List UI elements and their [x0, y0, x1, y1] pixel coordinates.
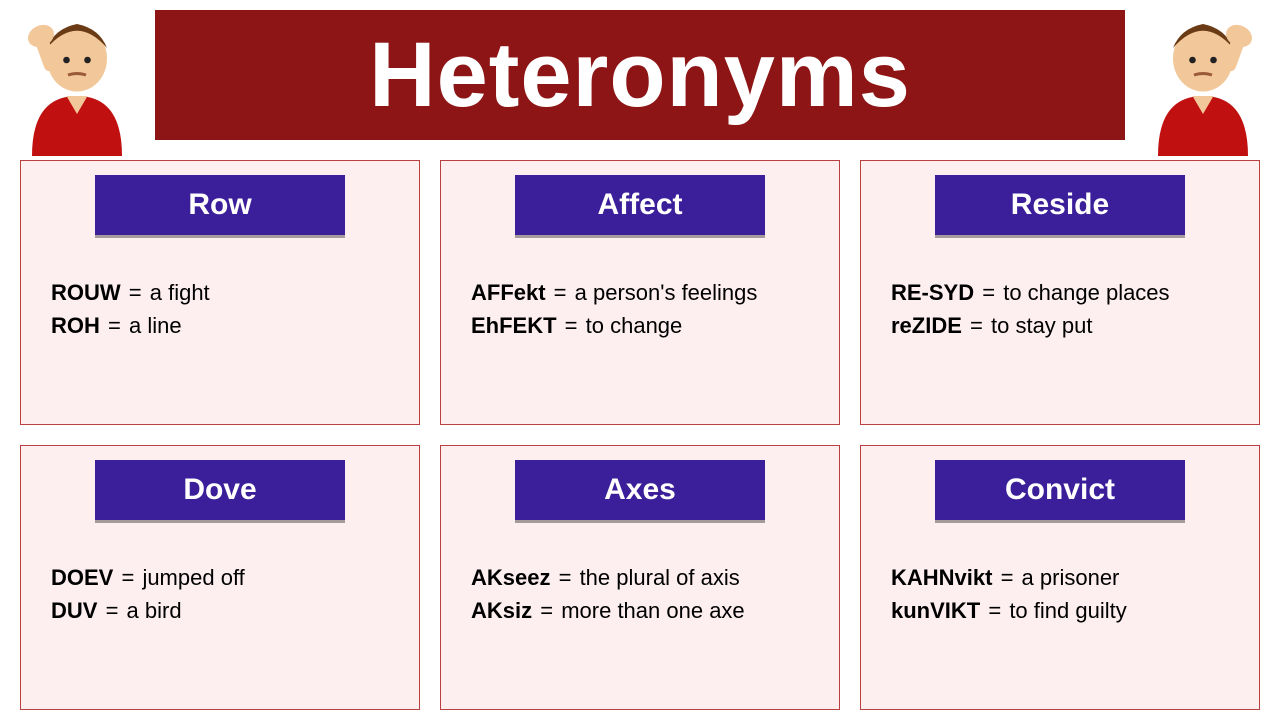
pronunciation-key: KAHNvikt: [891, 565, 992, 590]
definition-text: a line: [129, 313, 182, 338]
pronunciation-key: RE-SYD: [891, 280, 974, 305]
pronunciation-key: DUV: [51, 598, 97, 623]
definition-line: KAHNvikt = a prisoner: [891, 561, 1239, 594]
separator: =: [550, 565, 579, 590]
word-pill: Axes: [515, 460, 765, 520]
word-pill: Dove: [95, 460, 345, 520]
definition-line: AKseez = the plural of axis: [471, 561, 819, 594]
definition-text: a person's feelings: [575, 280, 758, 305]
separator: =: [974, 280, 1003, 305]
heteronym-card: Affect AFFekt = a person's feelings EhFE…: [440, 160, 840, 425]
definition-line: RE-SYD = to change places: [891, 276, 1239, 309]
definitions-block: RE-SYD = to change places reZIDE = to st…: [891, 276, 1239, 342]
definition-text: to change: [586, 313, 683, 338]
word-label: Dove: [183, 473, 256, 506]
definition-line: DUV = a bird: [51, 594, 399, 627]
definition-line: ROH = a line: [51, 309, 399, 342]
definition-text: to find guilty: [1009, 598, 1126, 623]
page-title: Heteronyms: [369, 23, 911, 128]
definition-text: the plural of axis: [580, 565, 740, 590]
separator: =: [962, 313, 991, 338]
pronunciation-key: reZIDE: [891, 313, 962, 338]
separator: =: [532, 598, 561, 623]
pronunciation-key: AFFekt: [471, 280, 546, 305]
definitions-block: AKseez = the plural of axis AKsiz = more…: [471, 561, 819, 627]
page-root: Heteronyms Row ROUW = a fight R: [0, 0, 1280, 720]
separator: =: [97, 598, 126, 623]
word-pill: Convict: [935, 460, 1185, 520]
heteronym-card: Reside RE-SYD = to change places reZIDE …: [860, 160, 1260, 425]
definition-text: a prisoner: [1022, 565, 1120, 590]
definition-text: a bird: [127, 598, 182, 623]
word-label: Affect: [597, 188, 682, 221]
definitions-block: AFFekt = a person's feelings EhFEKT = to…: [471, 276, 819, 342]
boy-image-left: [2, 6, 152, 156]
word-label: Reside: [1011, 188, 1109, 221]
definitions-block: DOEV = jumped off DUV = a bird: [51, 561, 399, 627]
separator: =: [992, 565, 1021, 590]
definition-line: DOEV = jumped off: [51, 561, 399, 594]
pronunciation-key: DOEV: [51, 565, 113, 590]
definition-line: EhFEKT = to change: [471, 309, 819, 342]
header-banner: Heteronyms: [155, 10, 1125, 140]
definition-line: ROUW = a fight: [51, 276, 399, 309]
definitions-block: KAHNvikt = a prisoner kunVIKT = to find …: [891, 561, 1239, 627]
pronunciation-key: EhFEKT: [471, 313, 557, 338]
definition-line: AKsiz = more than one axe: [471, 594, 819, 627]
word-label: Axes: [604, 473, 676, 506]
separator: =: [113, 565, 142, 590]
separator: =: [980, 598, 1009, 623]
definition-line: AFFekt = a person's feelings: [471, 276, 819, 309]
pronunciation-key: AKsiz: [471, 598, 532, 623]
word-pill: Reside: [935, 175, 1185, 235]
definition-line: kunVIKT = to find guilty: [891, 594, 1239, 627]
pronunciation-key: AKseez: [471, 565, 550, 590]
heteronym-card: Dove DOEV = jumped off DUV = a bird: [20, 445, 420, 710]
pronunciation-key: ROUW: [51, 280, 121, 305]
definition-text: jumped off: [142, 565, 244, 590]
separator: =: [121, 280, 150, 305]
definition-text: to stay put: [991, 313, 1093, 338]
separator: =: [100, 313, 129, 338]
heteronym-card: Convict KAHNvikt = a prisoner kunVIKT = …: [860, 445, 1260, 710]
pronunciation-key: ROH: [51, 313, 100, 338]
heteronym-card: Row ROUW = a fight ROH = a line: [20, 160, 420, 425]
word-pill: Affect: [515, 175, 765, 235]
separator: =: [557, 313, 586, 338]
definition-text: to change places: [1003, 280, 1169, 305]
pronunciation-key: kunVIKT: [891, 598, 980, 623]
definition-text: a fight: [150, 280, 210, 305]
definition-text: more than one axe: [561, 598, 744, 623]
cards-grid: Row ROUW = a fight ROH = a line Affect A…: [20, 160, 1260, 710]
word-pill: Row: [95, 175, 345, 235]
definition-line: reZIDE = to stay put: [891, 309, 1239, 342]
separator: =: [546, 280, 575, 305]
heteronym-card: Axes AKseez = the plural of axis AKsiz =…: [440, 445, 840, 710]
word-label: Convict: [1005, 473, 1115, 506]
word-label: Row: [188, 188, 251, 221]
boy-image-right: [1128, 6, 1278, 156]
definitions-block: ROUW = a fight ROH = a line: [51, 276, 399, 342]
